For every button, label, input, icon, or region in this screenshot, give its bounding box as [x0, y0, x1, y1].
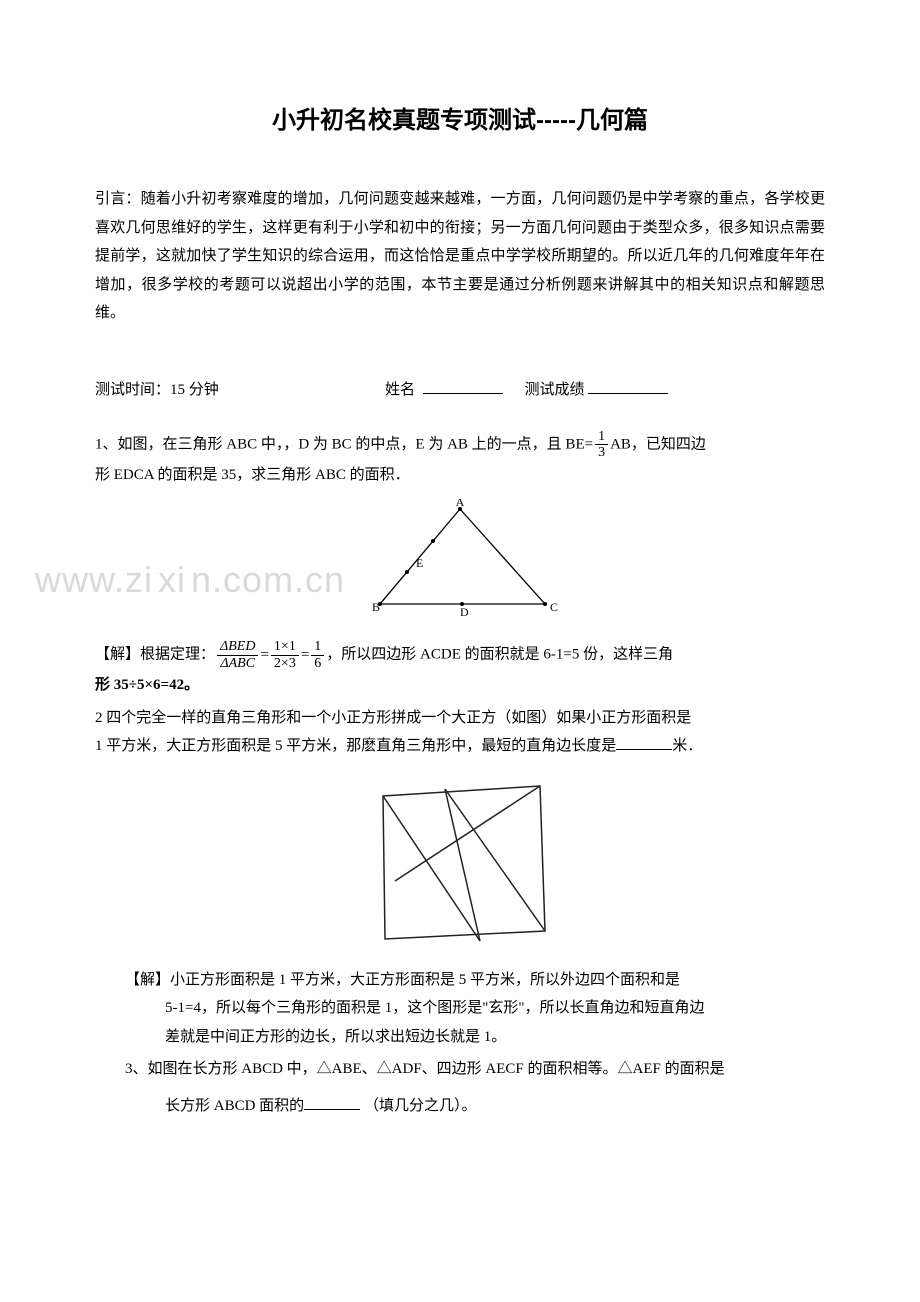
score-label: 测试成绩	[525, 382, 585, 398]
svg-text:A: A	[456, 499, 465, 509]
name-label: 姓名	[385, 382, 415, 398]
question-3-line2: 长方形 ABCD 面积的 （填几分之几）。	[95, 1092, 825, 1121]
name-blank[interactable]	[423, 378, 503, 395]
frac-bot: ΔABC	[217, 656, 258, 671]
question-1: 1、如图，在三角形 ABC 中，，D 为 BC 的中点，E 为 AB 上的一点，…	[95, 429, 825, 489]
eq: =	[260, 641, 268, 670]
q1-line2: 形 EDCA 的面积是 35，求三角形 ABC 的面积．	[95, 467, 410, 483]
q3-line1: 3、如图在长方形 ABCD 中，△ABE、△ADF、四边形 AECF 的面积相等…	[125, 1061, 725, 1077]
solution-1: 【解】根据定理：ΔBEDΔABC = 1×12×3 = 16，所以四边形 ACD…	[95, 639, 825, 671]
frac-top: 1	[311, 639, 324, 655]
frac-bot: 2×3	[271, 656, 299, 671]
frac-top: ΔBED	[217, 639, 258, 655]
score-blank[interactable]	[588, 378, 668, 395]
eq: =	[301, 641, 309, 670]
figure-1-triangle: www.zixin.com.cn A B C D E	[95, 499, 825, 624]
q2-blank[interactable]	[616, 734, 672, 751]
watermark-text: www.zixin.com.cn	[35, 559, 345, 601]
frac-top: 1	[595, 429, 608, 445]
test-time: 测试时间：15 分钟	[95, 378, 385, 400]
sol1-prefix: 【解】根据定理：	[95, 647, 215, 663]
figure-2-squares	[95, 771, 825, 951]
frac-top: 1×1	[271, 639, 299, 655]
test-header: 测试时间：15 分钟 姓名 测试成绩	[95, 378, 825, 400]
q3-blank[interactable]	[304, 1093, 360, 1110]
solution-2: 【解】小正方形面积是 1 平方米，大正方形面积是 5 平方米，所以外边四个面积和…	[95, 966, 825, 995]
question-3: 3、如图在长方形 ABCD 中，△ABE、△ADF、四边形 AECF 的面积相等…	[95, 1055, 825, 1084]
q1-fraction: 13	[595, 429, 608, 461]
q2-line2b: 米．	[672, 738, 702, 754]
solution-2-line2: 5-1=4，所以每个三角形的面积是 1，这个图形是"玄形"，所以长直角边和短直角…	[95, 994, 825, 1023]
sol1-formula: ΔBEDΔABC = 1×12×3 = 16	[215, 639, 326, 671]
frac-bot: 3	[595, 445, 608, 460]
q1-text-prefix: 1、如图，在三角形 ABC 中，，D 为 BC 的中点，E 为 AB 上的一点，…	[95, 436, 593, 452]
q3-line2b: （填几分之几）。	[364, 1098, 477, 1114]
solution-1-line2: 形 35÷5×6=42。	[95, 671, 825, 700]
svg-text:C: C	[550, 600, 558, 614]
q2-line2a: 1 平方米，大正方形面积是 5 平方米，那麽直角三角形中，最短的直角边长度是	[95, 738, 616, 754]
sol2-line1: 【解】小正方形面积是 1 平方米，大正方形面积是 5 平方米，所以外边四个面积和…	[125, 972, 680, 988]
q1-text-mid: AB，已知四边	[610, 436, 706, 452]
frac-bot: 6	[311, 656, 324, 671]
solution-2-line3: 差就是中间正方形的边长，所以求出短边长就是 1。	[95, 1023, 825, 1052]
svg-text:D: D	[460, 605, 469, 619]
question-2: 2 四个完全一样的直角三角形和一个小正方形拼成一个大正方（如图）如果小正方形面积…	[95, 704, 825, 761]
introduction: 引言：随着小升初考察难度的增加，几何问题变越来越难，一方面，几何问题仍是中学考察…	[95, 185, 825, 328]
q2-line1: 2 四个完全一样的直角三角形和一个小正方形拼成一个大正方（如图）如果小正方形面积…	[95, 710, 691, 726]
q3-line2a: 长方形 ABCD 面积的	[165, 1098, 304, 1114]
page-title: 小升初名校真题专项测试-----几何篇	[95, 100, 825, 135]
svg-text:B: B	[372, 600, 380, 614]
svg-text:E: E	[416, 556, 423, 570]
sol1-suffix: ，所以四边形 ACDE 的面积就是 6-1=5 份，这样三角	[326, 647, 673, 663]
